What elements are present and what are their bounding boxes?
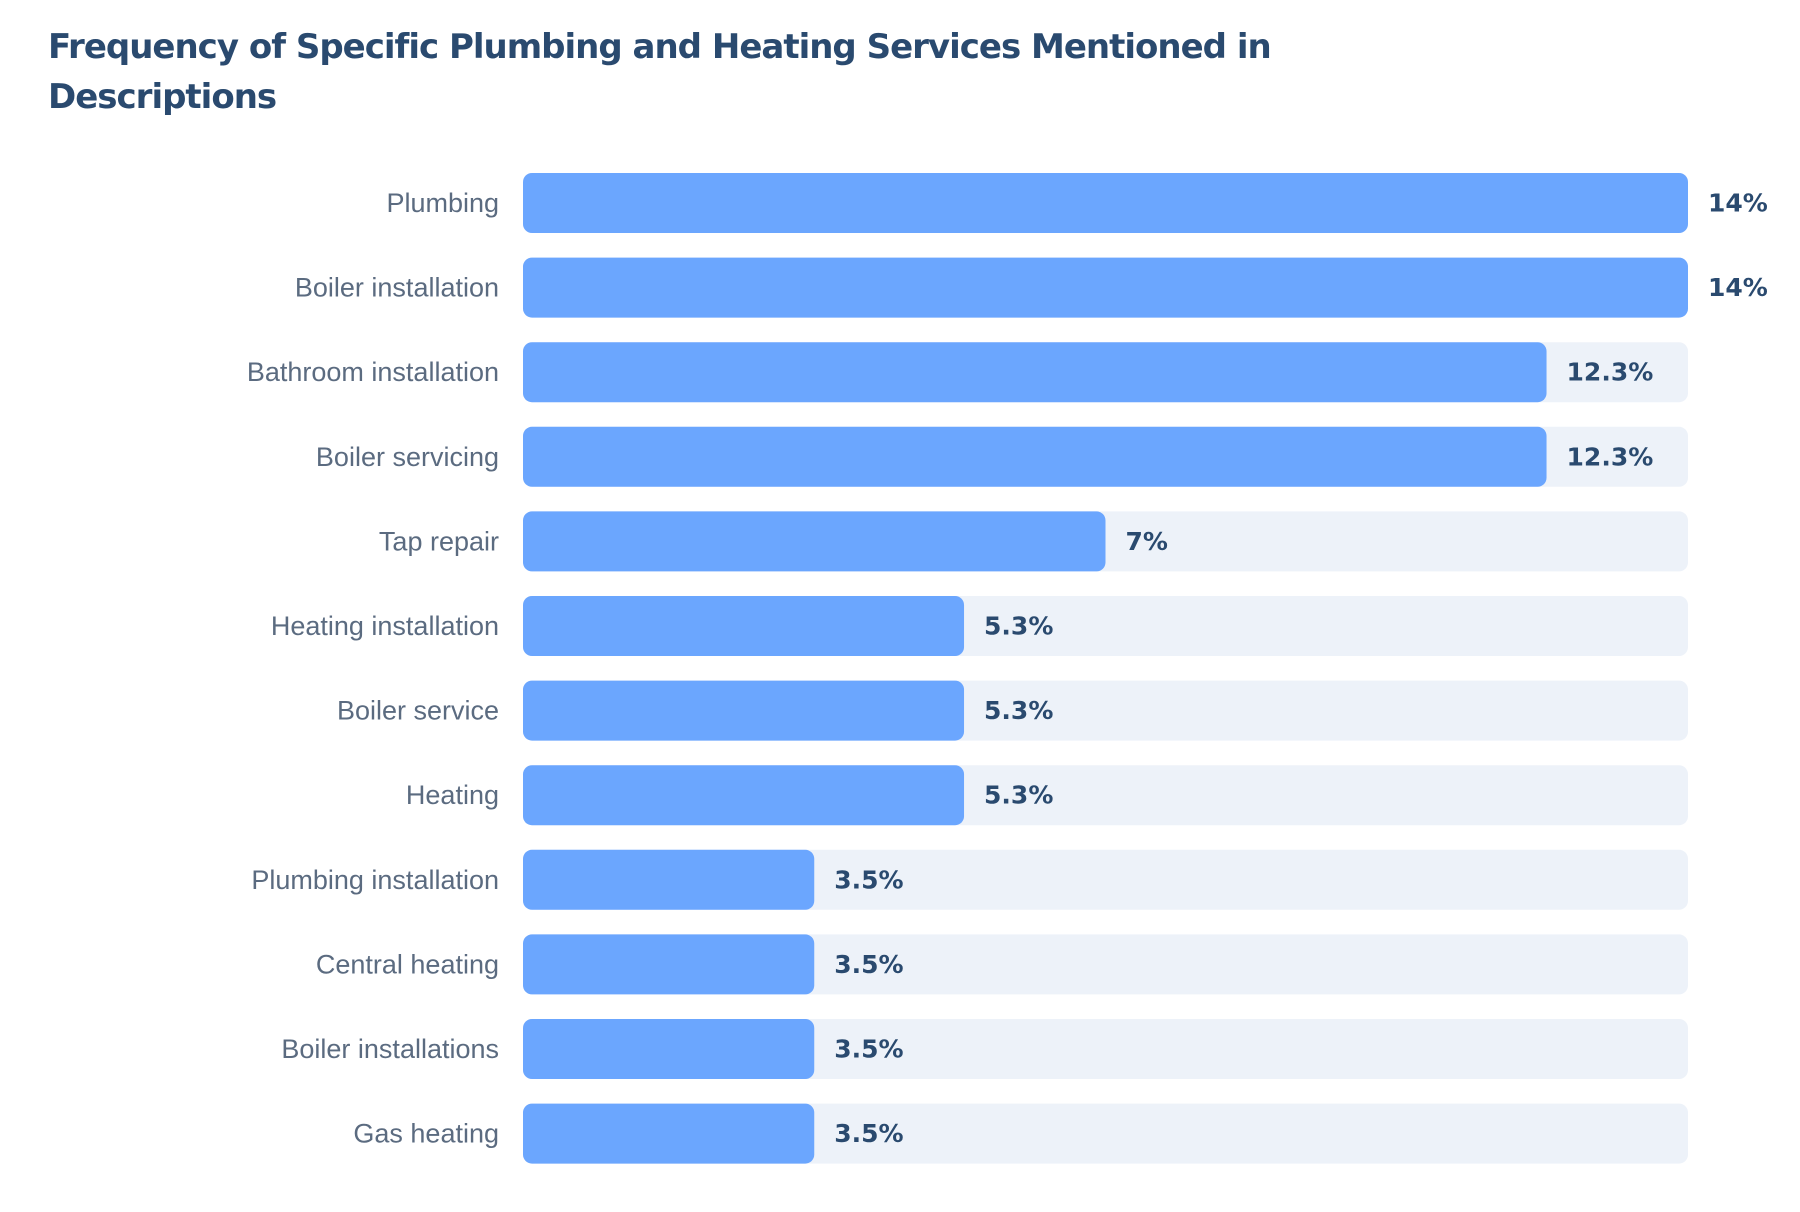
category-label-boiler-installation: Boiler installation	[295, 273, 499, 303]
bar-tap-repair	[523, 511, 1106, 572]
category-label-heating: Heating	[406, 780, 499, 810]
value-labels: 14% 14% 12.3% 12.3% 7% 5.3% 5.3% 5.3% 3.5% 3.5% 3.…	[834, 189, 1768, 1149]
value-label-bathroom-installation: 12.3%	[1567, 358, 1654, 387]
value-label-heating-installation: 5.3%	[984, 612, 1053, 641]
bar-boiler-service	[523, 680, 965, 741]
value-label-central-heating: 3.5%	[834, 950, 903, 979]
category-label-gas-heating: Gas heating	[353, 1119, 499, 1149]
category-label-heating-installation: Heating installation	[271, 611, 499, 641]
bar-heating	[523, 765, 965, 826]
bar-boiler-servicing	[523, 426, 1547, 487]
value-label-gas-heating: 3.5%	[834, 1119, 903, 1148]
category-label-boiler-service: Boiler service	[337, 696, 499, 726]
bar-tracks	[523, 173, 1688, 1164]
bar-gas-heating	[523, 1103, 815, 1164]
bar-boiler-installation	[523, 257, 1688, 318]
chart-title: Frequency of Specific Plumbing and Heati…	[48, 27, 1272, 117]
value-label-boiler-installation: 14%	[1708, 273, 1768, 302]
bar-bathroom-installation	[523, 342, 1547, 403]
category-label-bathroom-installation: Bathroom installation	[247, 357, 499, 387]
value-label-tap-repair: 7%	[1126, 527, 1168, 556]
bar-plumbing-installation	[523, 849, 815, 910]
bar-heating-installation	[523, 596, 965, 656]
category-labels: Plumbing Boiler installation Bathroom inst…	[247, 188, 499, 1149]
category-label-boiler-installations: Boiler installations	[281, 1034, 499, 1064]
bars	[523, 173, 1688, 1164]
bar-boiler-installations	[523, 1019, 815, 1079]
value-label-plumbing-installation: 3.5%	[834, 865, 903, 894]
bar-central-heating	[523, 934, 815, 995]
value-label-boiler-servicing: 12.3%	[1567, 442, 1654, 471]
bar-plumbing	[523, 173, 1688, 233]
value-label-boiler-service: 5.3%	[984, 696, 1053, 725]
value-label-heating: 5.3%	[984, 781, 1053, 810]
category-label-tap-repair: Tap repair	[379, 526, 499, 556]
category-label-plumbing-installation: Plumbing installation	[251, 865, 499, 895]
category-label-central-heating: Central heating	[316, 949, 499, 979]
value-label-boiler-installations: 3.5%	[834, 1035, 903, 1064]
value-label-plumbing: 14%	[1708, 189, 1768, 218]
category-label-plumbing: Plumbing	[386, 188, 499, 218]
category-label-boiler-servicing: Boiler servicing	[316, 442, 499, 472]
